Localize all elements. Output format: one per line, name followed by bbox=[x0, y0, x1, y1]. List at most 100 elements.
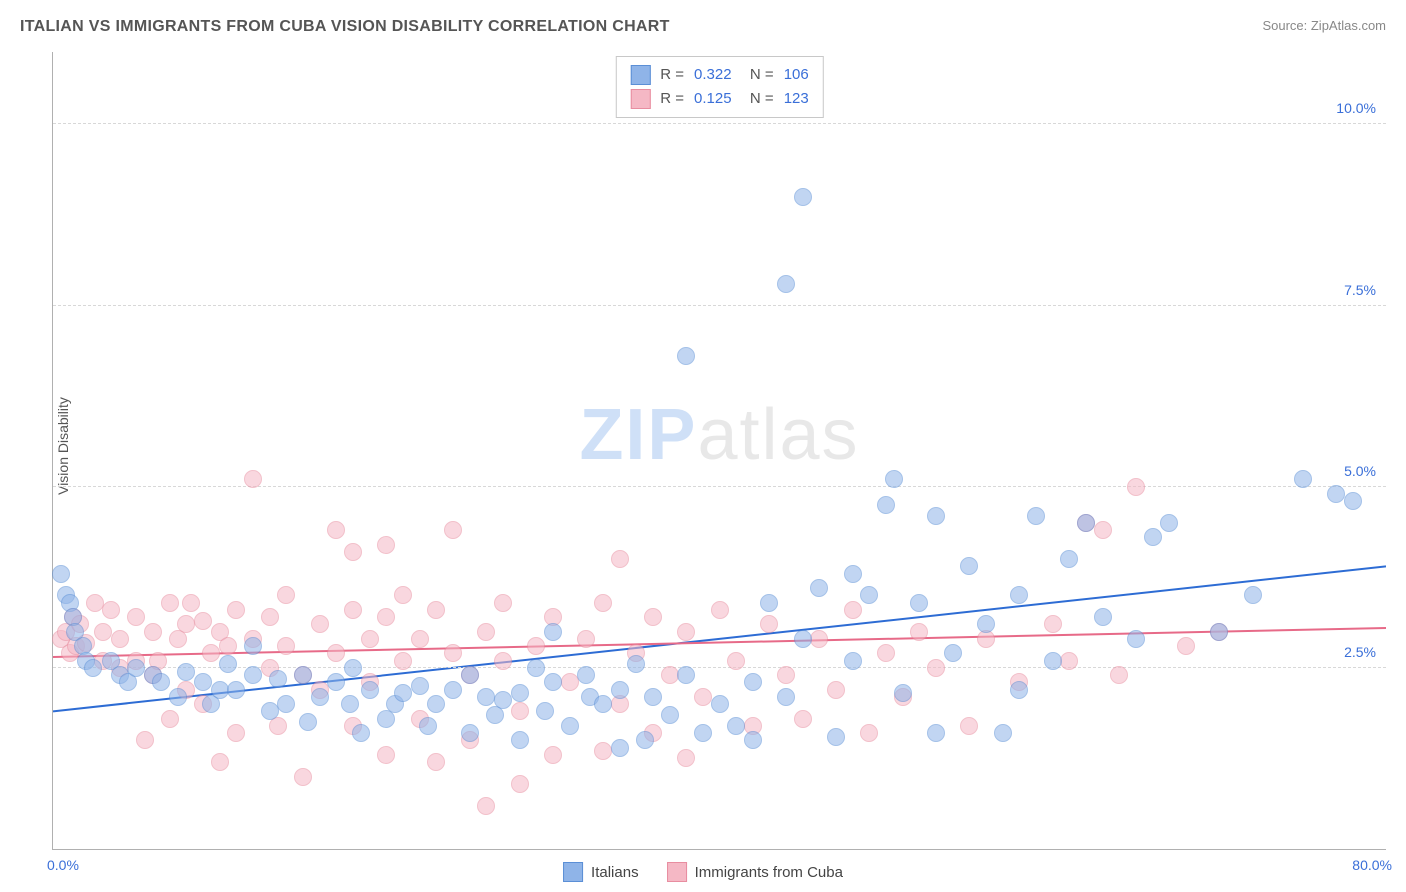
data-point bbox=[1094, 521, 1112, 539]
data-point bbox=[1060, 550, 1078, 568]
stats-n-value: 106 bbox=[784, 63, 809, 87]
data-point bbox=[561, 673, 579, 691]
data-point bbox=[1060, 652, 1078, 670]
data-point bbox=[52, 565, 70, 583]
data-point bbox=[211, 681, 229, 699]
data-point bbox=[494, 652, 512, 670]
data-point bbox=[511, 731, 529, 749]
data-point bbox=[527, 637, 545, 655]
data-point bbox=[341, 695, 359, 713]
data-point bbox=[844, 601, 862, 619]
data-point bbox=[444, 521, 462, 539]
data-point bbox=[810, 630, 828, 648]
data-point bbox=[102, 601, 120, 619]
data-point bbox=[885, 470, 903, 488]
data-point bbox=[477, 688, 495, 706]
data-point bbox=[794, 710, 812, 728]
gridline bbox=[53, 305, 1386, 306]
data-point bbox=[311, 688, 329, 706]
data-point bbox=[1094, 608, 1112, 626]
data-point bbox=[544, 673, 562, 691]
data-point bbox=[136, 731, 154, 749]
data-point bbox=[544, 623, 562, 641]
data-point bbox=[294, 666, 312, 684]
data-point bbox=[827, 728, 845, 746]
data-point bbox=[1327, 485, 1345, 503]
y-tick-label: 2.5% bbox=[1344, 644, 1376, 660]
data-point bbox=[202, 644, 220, 662]
data-point bbox=[927, 724, 945, 742]
data-point bbox=[1077, 514, 1095, 532]
data-point bbox=[711, 695, 729, 713]
data-point bbox=[960, 557, 978, 575]
plot-area: ZIPatlas R = 0.322 N = 106R = 0.125 N = … bbox=[52, 52, 1386, 850]
data-point bbox=[927, 507, 945, 525]
data-point bbox=[944, 644, 962, 662]
y-tick-label: 7.5% bbox=[1344, 282, 1376, 298]
data-point bbox=[661, 706, 679, 724]
data-point bbox=[361, 681, 379, 699]
legend-swatch bbox=[630, 89, 650, 109]
data-point bbox=[994, 724, 1012, 742]
data-point bbox=[611, 739, 629, 757]
data-point bbox=[511, 684, 529, 702]
data-point bbox=[86, 594, 104, 612]
legend-label: Italians bbox=[591, 864, 639, 881]
source-label: Source: ZipAtlas.com bbox=[1262, 18, 1386, 33]
data-point bbox=[494, 691, 512, 709]
data-point bbox=[427, 695, 445, 713]
data-point bbox=[127, 659, 145, 677]
watermark-atlas: atlas bbox=[697, 395, 859, 475]
data-point bbox=[511, 775, 529, 793]
data-point bbox=[544, 746, 562, 764]
data-point bbox=[477, 797, 495, 815]
data-point bbox=[1010, 586, 1028, 604]
data-point bbox=[152, 673, 170, 691]
data-point bbox=[810, 579, 828, 597]
data-point bbox=[760, 615, 778, 633]
data-point bbox=[161, 594, 179, 612]
data-point bbox=[177, 663, 195, 681]
data-point bbox=[327, 673, 345, 691]
data-point bbox=[594, 742, 612, 760]
data-point bbox=[727, 652, 745, 670]
data-point bbox=[910, 623, 928, 641]
data-point bbox=[860, 586, 878, 604]
data-point bbox=[1110, 666, 1128, 684]
x-tick-label: 80.0% bbox=[1352, 857, 1392, 873]
data-point bbox=[777, 688, 795, 706]
data-point bbox=[860, 724, 878, 742]
data-point bbox=[377, 608, 395, 626]
stats-n-value: 123 bbox=[784, 87, 809, 111]
data-point bbox=[169, 688, 187, 706]
data-point bbox=[277, 586, 295, 604]
legend-item: Immigrants from Cuba bbox=[667, 862, 843, 882]
data-point bbox=[294, 768, 312, 786]
chart-header: ITALIAN VS IMMIGRANTS FROM CUBA VISION D… bbox=[0, 0, 1406, 44]
data-point bbox=[427, 753, 445, 771]
data-point bbox=[1044, 652, 1062, 670]
watermark: ZIPatlas bbox=[579, 394, 859, 476]
data-point bbox=[327, 521, 345, 539]
data-point bbox=[194, 673, 212, 691]
stats-legend-box: R = 0.322 N = 106R = 0.125 N = 123 bbox=[615, 56, 823, 118]
data-point bbox=[394, 684, 412, 702]
trend-lines bbox=[53, 52, 1386, 849]
data-point bbox=[277, 637, 295, 655]
data-point bbox=[244, 470, 262, 488]
data-point bbox=[111, 630, 129, 648]
data-point bbox=[644, 608, 662, 626]
data-point bbox=[977, 615, 995, 633]
legend-swatch bbox=[630, 65, 650, 85]
data-point bbox=[394, 652, 412, 670]
data-point bbox=[877, 496, 895, 514]
data-point bbox=[744, 673, 762, 691]
data-point bbox=[269, 670, 287, 688]
data-point bbox=[1160, 514, 1178, 532]
data-point bbox=[177, 615, 195, 633]
chart-title: ITALIAN VS IMMIGRANTS FROM CUBA VISION D… bbox=[20, 18, 670, 36]
data-point bbox=[894, 684, 912, 702]
data-point bbox=[494, 594, 512, 612]
data-point bbox=[744, 731, 762, 749]
gridline bbox=[53, 123, 1386, 124]
